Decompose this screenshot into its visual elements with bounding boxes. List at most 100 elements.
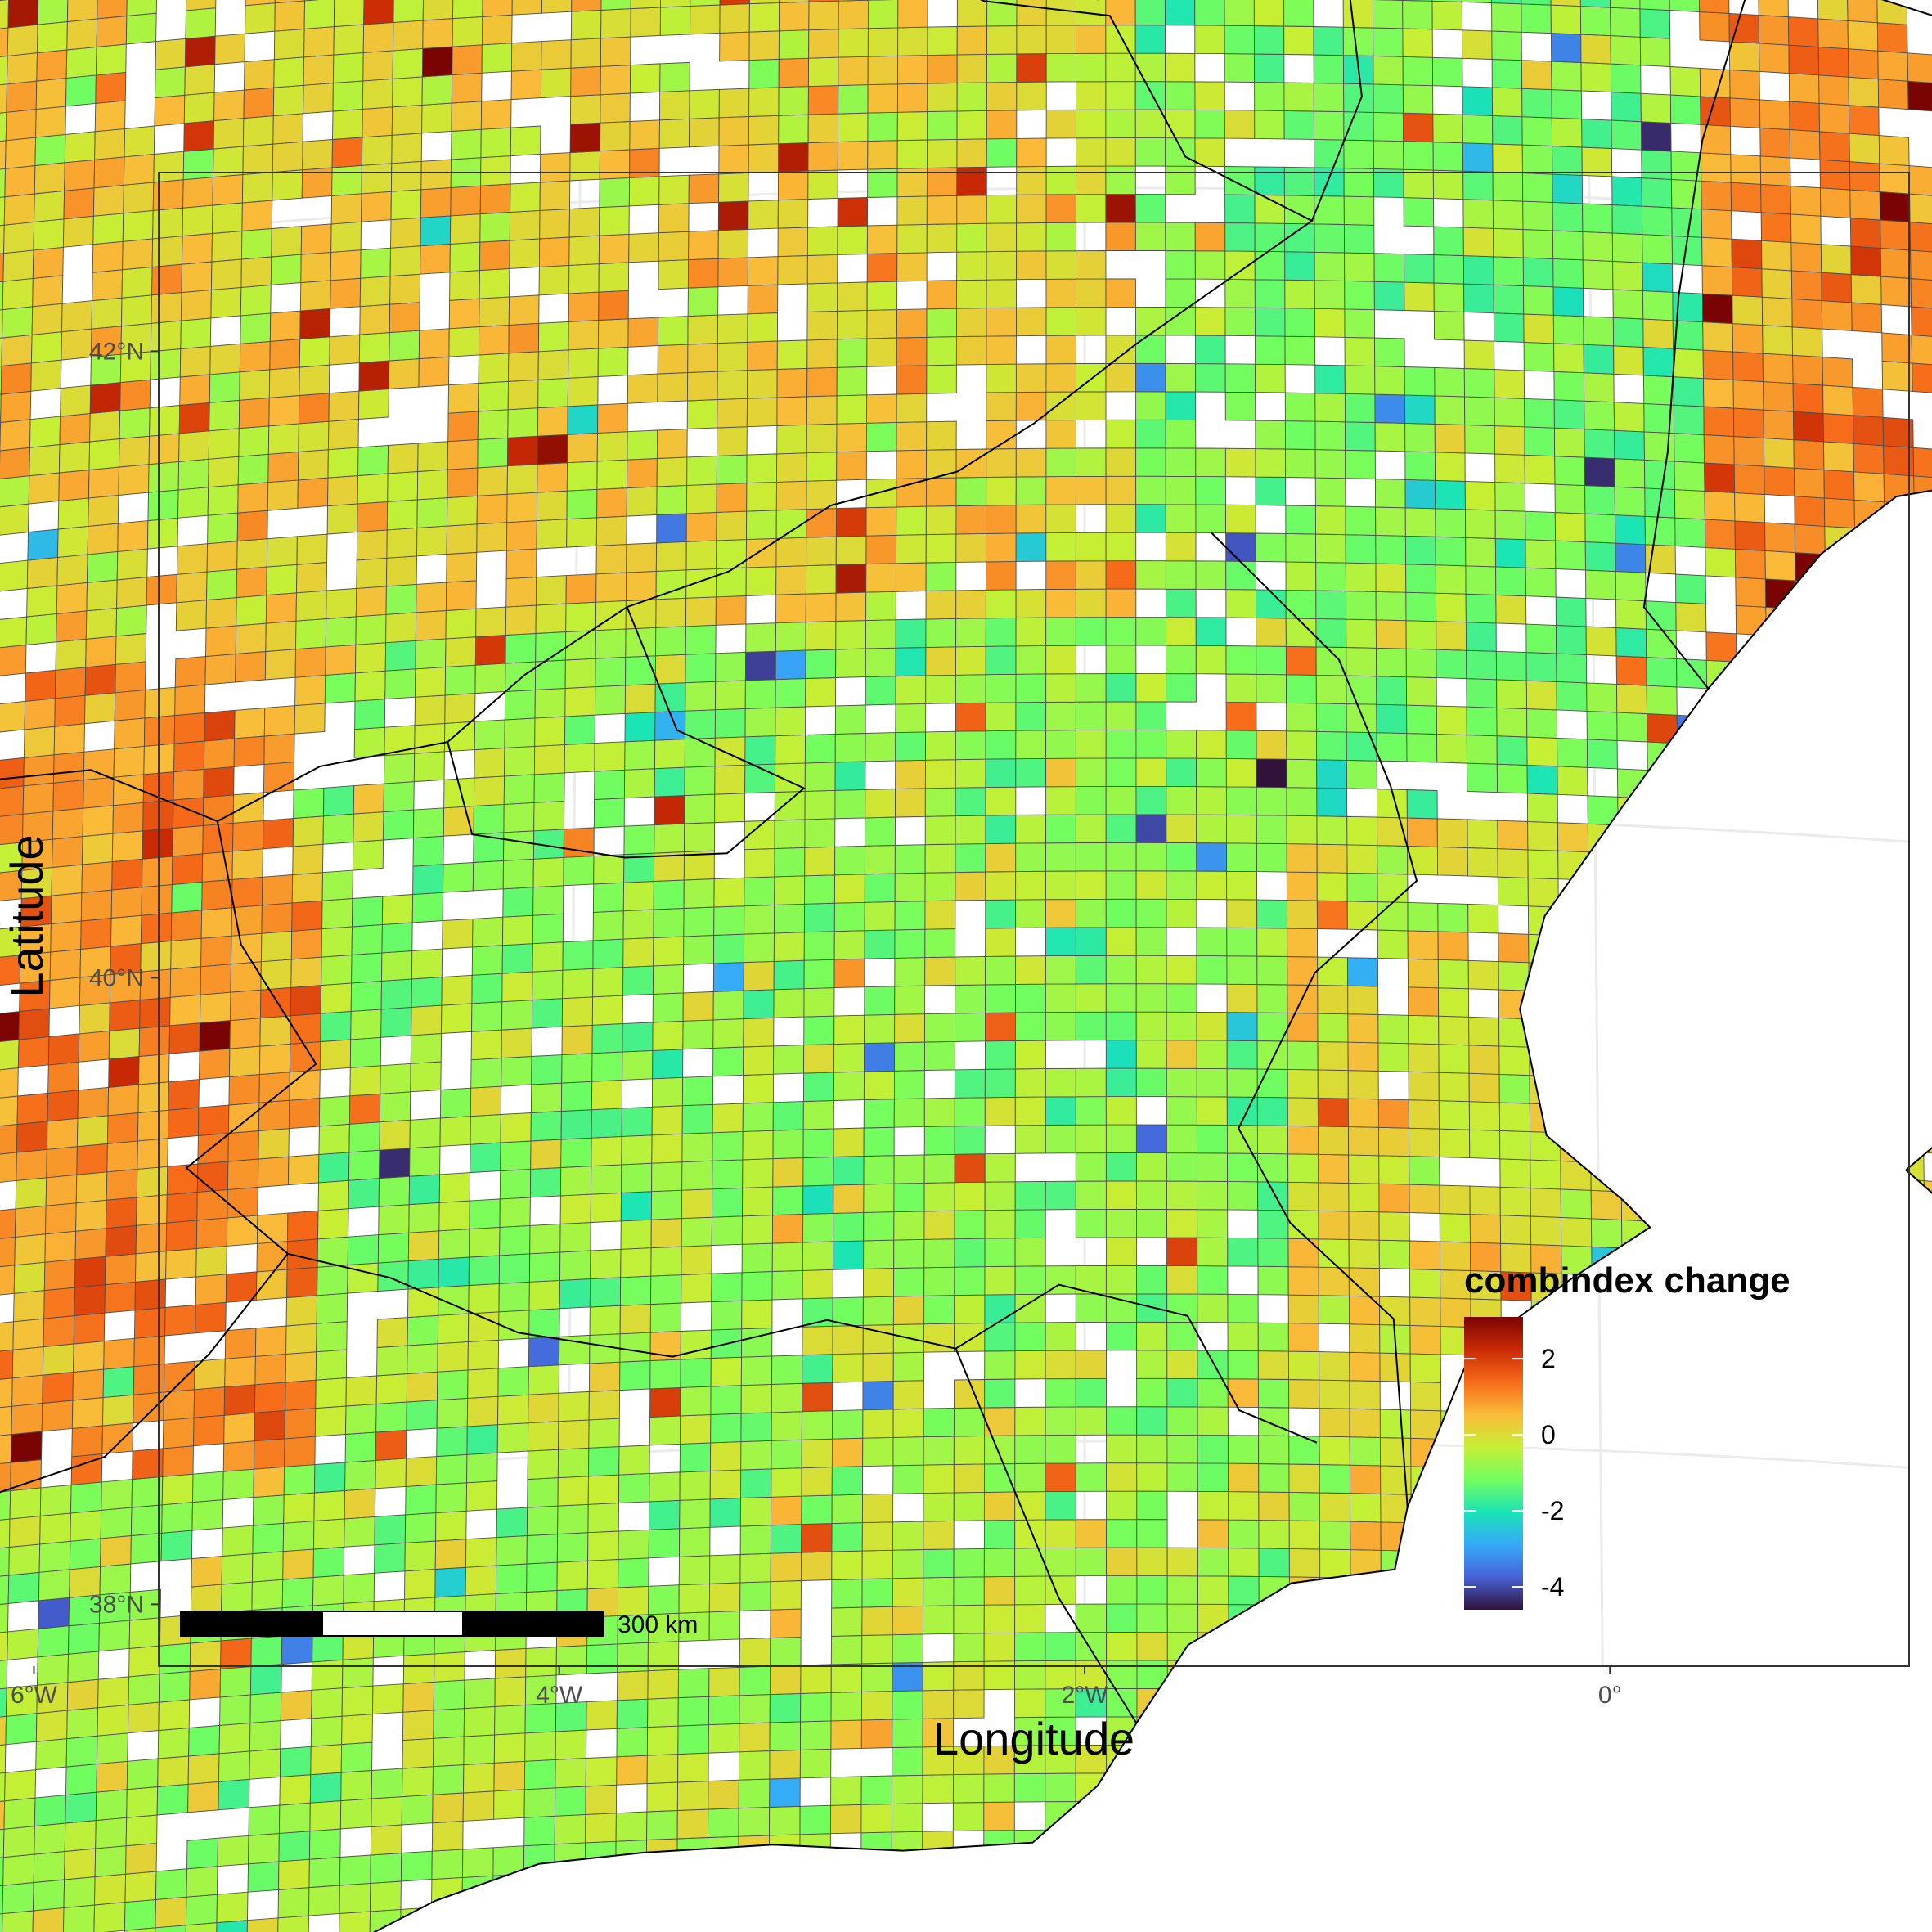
raster-cell: [17, 1036, 50, 1068]
raster-cell: [1625, 1727, 1658, 1758]
raster-cell: [1166, 1716, 1199, 1746]
raster-cell: [287, 1210, 319, 1242]
raster-cell: [984, 1181, 1016, 1211]
raster-cell: [248, 1804, 281, 1836]
raster-cell: [864, 873, 896, 903]
raster-cell: [530, 1111, 562, 1142]
raster-cell: [1566, 1808, 1597, 1840]
raster-cell: [894, 985, 926, 1015]
raster-cell: [200, 935, 232, 968]
raster-cell: [277, 1887, 310, 1919]
raster-cell: [738, 1778, 771, 1809]
raster-cell: [1045, 1913, 1076, 1932]
raster-cell: [126, 1758, 159, 1790]
raster-cell: [1407, 901, 1439, 932]
raster-cell: [984, 1463, 1016, 1493]
raster-cell: [350, 980, 382, 1012]
raster-cell: [1197, 1885, 1230, 1916]
raster-cell: [1286, 730, 1318, 761]
raster-cell: [0, 1039, 20, 1072]
raster-cell: [860, 1916, 892, 1932]
raster-cell: [1317, 1041, 1349, 1072]
raster-cell: [684, 737, 716, 768]
raster-cell: [860, 1859, 892, 1890]
raster-cell: [76, 1115, 109, 1148]
raster-cell: [438, 1229, 470, 1260]
raster-cell: [1499, 1215, 1532, 1245]
raster-cell: [348, 1149, 380, 1181]
raster-cell: [1317, 985, 1349, 1015]
raster-cell: [834, 845, 865, 876]
raster-cell: [1474, 1918, 1507, 1932]
raster-cell: [1467, 762, 1498, 793]
raster-cell: [1473, 1834, 1506, 1864]
raster-cell: [138, 1025, 171, 1057]
raster-cell: [499, 1224, 531, 1256]
raster-cell: [1347, 985, 1379, 1015]
raster-cell: [893, 1070, 925, 1100]
raster-cell: [650, 1189, 683, 1220]
raster-cell: [434, 1566, 466, 1598]
raster-cell: [533, 772, 565, 803]
raster-cell: [1136, 1744, 1168, 1774]
raster-cell: [743, 989, 775, 1019]
raster-cell: [523, 1815, 555, 1847]
raster-cell: [892, 1605, 924, 1636]
raster-cell: [864, 901, 896, 932]
raster-cell: [1105, 1180, 1137, 1210]
raster-cell: [1105, 870, 1137, 900]
raster-cell: [1504, 1807, 1536, 1837]
raster-cell: [647, 1697, 679, 1728]
raster-cell: [1526, 793, 1558, 824]
raster-cell: [802, 1212, 834, 1243]
raster-cell: [1075, 842, 1107, 872]
raster-cell: [370, 1880, 402, 1912]
raster-cell: [1256, 758, 1287, 789]
raster-cell: [1229, 1801, 1260, 1831]
raster-cell: [1382, 1888, 1414, 1918]
raster-cell: [1166, 786, 1197, 815]
raster-cell: [129, 1588, 162, 1621]
raster-cell: [1443, 1804, 1475, 1835]
raster-cell: [834, 761, 866, 791]
raster-cell: [1045, 1885, 1076, 1916]
raster-cell: [831, 1437, 864, 1468]
raster-cell: [164, 1304, 196, 1337]
raster-cell: [1287, 1181, 1319, 1211]
raster-cell: [1498, 1073, 1530, 1104]
raster-cell: [78, 1030, 110, 1063]
raster-cell: [1316, 759, 1348, 789]
raster-cell: [1075, 1377, 1107, 1408]
raster-cell: [253, 1438, 285, 1470]
raster-cell: [45, 1174, 78, 1206]
raster-cell: [438, 1172, 471, 1203]
raster-cell: [1166, 1265, 1198, 1295]
raster-cell: [82, 833, 114, 865]
raster-cell: [801, 1523, 833, 1553]
raster-cell: [1840, 1738, 1872, 1769]
raster-cell: [1917, 757, 1932, 789]
raster-cell: [683, 878, 715, 909]
raster-cell: [0, 1744, 7, 1777]
raster-cell: [833, 958, 865, 989]
raster-cell: [442, 918, 474, 950]
raster-cell: [1658, 1897, 1691, 1929]
raster-cell: [830, 1691, 863, 1722]
raster-cell: [1045, 1519, 1076, 1548]
raster-cell: [1225, 702, 1257, 731]
raster-cell: [1106, 1632, 1138, 1661]
raster-cell: [1105, 730, 1137, 759]
raster-cell: [130, 1504, 163, 1536]
raster-cell: [1227, 1435, 1260, 1464]
raster-cell: [1075, 1857, 1108, 1887]
raster-cell: [1504, 1863, 1537, 1894]
raster-cell: [891, 1887, 923, 1917]
raster-cell: [1436, 818, 1468, 848]
raster-cell: [1136, 1350, 1168, 1379]
raster-cell: [467, 1368, 499, 1399]
raster-cell: [593, 854, 625, 885]
raster-cell: [1780, 1847, 1813, 1879]
raster-cell: [833, 874, 865, 904]
raster-cell: [461, 1847, 494, 1878]
raster-cell: [347, 1262, 379, 1294]
